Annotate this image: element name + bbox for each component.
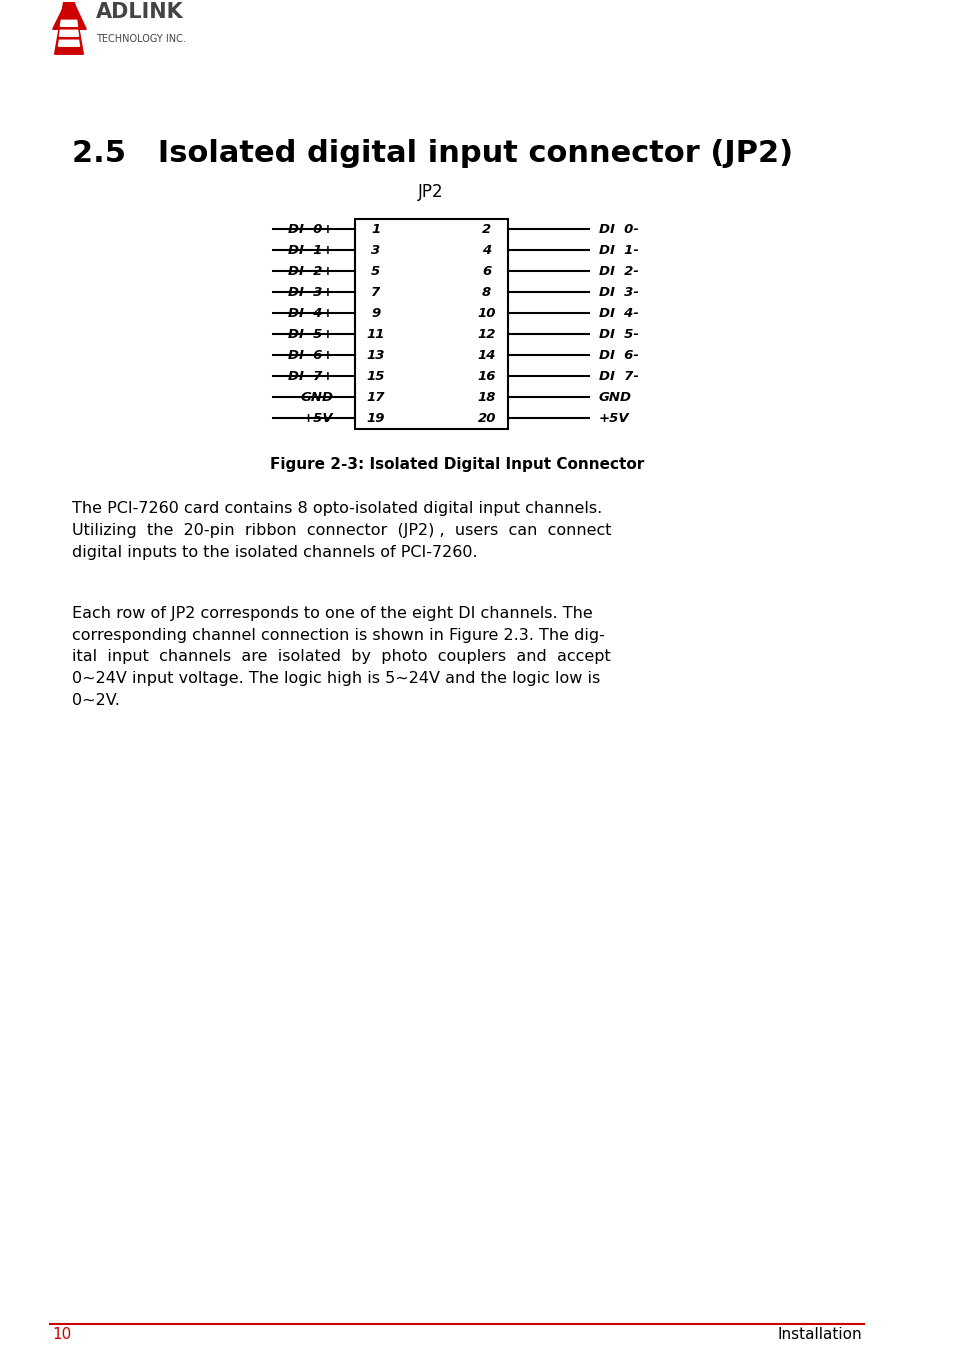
Text: DI  1+: DI 1+ [288,243,334,257]
Text: 3: 3 [371,243,380,257]
Text: 4: 4 [481,243,491,257]
Text: Figure 2-3: Isolated Digital Input Connector: Figure 2-3: Isolated Digital Input Conne… [270,457,643,472]
Text: 19: 19 [366,411,384,425]
Text: Each row of JP2 corresponds to one of the eight DI channels. The
corresponding c: Each row of JP2 corresponds to one of th… [71,606,610,707]
Text: +5V: +5V [598,411,629,425]
Text: 11: 11 [366,327,384,341]
Text: DI  0+: DI 0+ [288,223,334,235]
Text: 17: 17 [366,391,384,404]
Text: 9: 9 [371,307,380,320]
Text: 16: 16 [477,369,496,383]
Polygon shape [58,41,79,46]
Text: 7: 7 [371,285,380,299]
Text: Installation: Installation [777,1326,862,1341]
Text: 1: 1 [371,223,380,235]
Text: DI  5-: DI 5- [598,327,639,341]
Text: DI  7-: DI 7- [598,369,639,383]
Text: DI  4+: DI 4+ [288,307,334,320]
Text: 2.5   Isolated digital input connector (JP2): 2.5 Isolated digital input connector (JP… [71,139,792,168]
Text: 8: 8 [481,285,491,299]
Text: DI  6+: DI 6+ [288,349,334,362]
Text: 6: 6 [481,265,491,279]
Text: 20: 20 [477,411,496,425]
Text: +5V: +5V [302,411,334,425]
Text: 18: 18 [477,391,496,404]
Text: GND: GND [300,391,334,404]
Text: DI  2+: DI 2+ [288,265,334,279]
Text: DI  1-: DI 1- [598,243,639,257]
Text: DI  0-: DI 0- [598,223,639,235]
Text: GND: GND [598,391,631,404]
Text: TECHNOLOGY INC.: TECHNOLOGY INC. [95,34,186,45]
Text: DI  2-: DI 2- [598,265,639,279]
Polygon shape [54,0,83,54]
Text: DI  6-: DI 6- [598,349,639,362]
Polygon shape [52,0,86,30]
Text: DI  7+: DI 7+ [288,369,334,383]
Text: 10: 10 [477,307,496,320]
Text: 2: 2 [481,223,491,235]
Polygon shape [60,20,77,26]
Text: 15: 15 [366,369,384,383]
Text: 10: 10 [52,1326,71,1341]
Text: JP2: JP2 [418,183,443,201]
Text: 13: 13 [366,349,384,362]
Text: DI  5+: DI 5+ [288,327,334,341]
Text: DI  3-: DI 3- [598,285,639,299]
Bar [355,219,507,429]
Text: ADLINK: ADLINK [95,3,183,22]
Text: 12: 12 [477,327,496,341]
Text: The PCI-7260 card contains 8 opto-isolated digital input channels.
Utilizing  th: The PCI-7260 card contains 8 opto-isolat… [71,502,611,560]
Text: 14: 14 [477,349,496,362]
Text: DI  3+: DI 3+ [288,285,334,299]
Text: 5: 5 [371,265,380,279]
Polygon shape [59,30,78,37]
Text: DI  4-: DI 4- [598,307,639,320]
